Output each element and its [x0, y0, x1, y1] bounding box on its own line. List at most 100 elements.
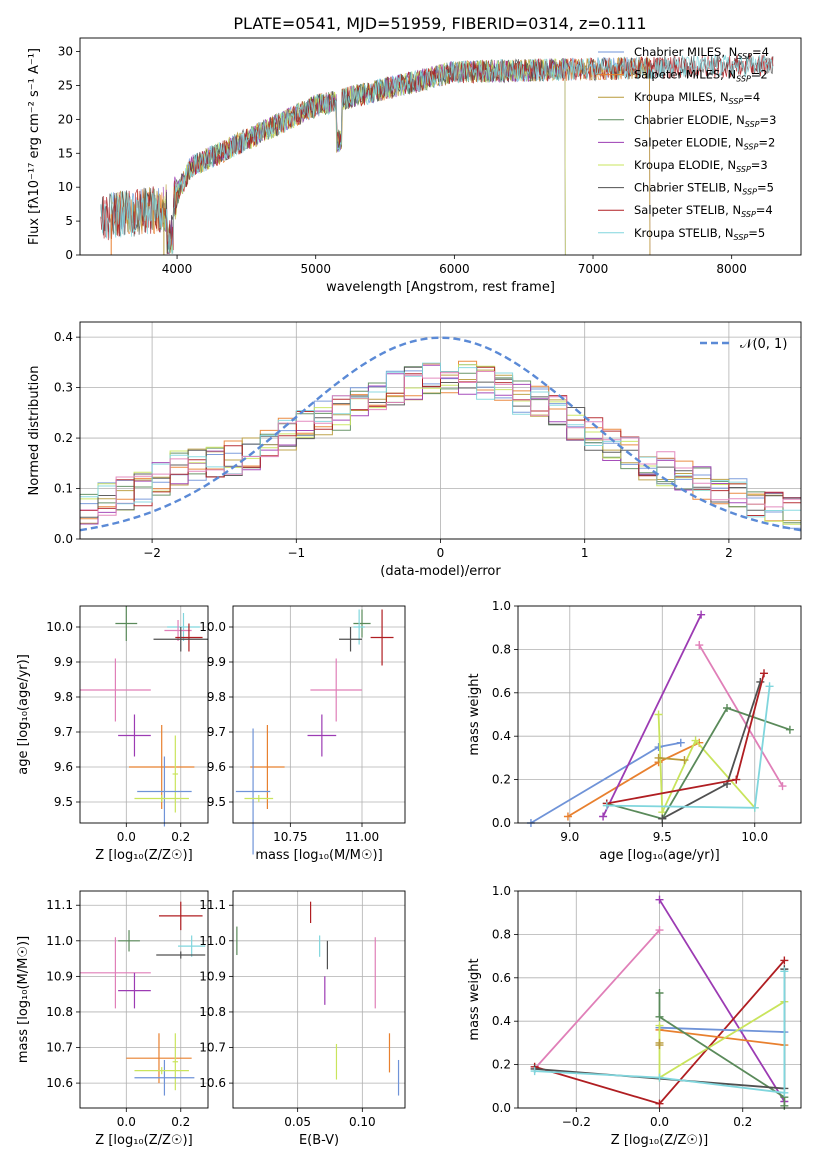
y-tick-label: 9.5	[207, 795, 226, 809]
weight-series-line	[698, 644, 784, 787]
weight-series-line	[658, 993, 786, 1106]
y-tick-label: 9.7	[54, 725, 73, 739]
errorbar-point	[172, 1033, 179, 1091]
axes-mass-vs-Z: 0.0 0.2 10.6 10.7 10.8 10.9 11.0 11.1 Z [log₁₀(Z…	[16, 890, 209, 1148]
y-tick-label: 0.2	[54, 431, 73, 445]
y-tick-label: 0.2	[492, 773, 511, 787]
x-tick-label: −0.2	[562, 1115, 591, 1129]
x-tick-label: 0.2	[171, 830, 190, 844]
weight-marker	[530, 1067, 539, 1076]
y-tick-label: 10.0	[46, 620, 73, 634]
x-tick-label: −1	[287, 546, 305, 560]
y-axis-label: Flux [fλ10⁻¹⁷ erg cm⁻² s⁻¹ A⁻¹]	[27, 48, 42, 245]
y-tick-label: 15	[58, 146, 73, 160]
errorbar-point	[178, 935, 206, 957]
axes-residuals: −2 −1 0 1 2 0.0 0.1 0.2 0.3 0.4 (data-model)/error…	[27, 321, 802, 579]
weight-marker	[602, 801, 611, 810]
y-tick-label: 9.6	[207, 760, 226, 774]
weight-marker	[655, 1041, 664, 1050]
weight-series-line	[533, 929, 661, 1070]
errorbar-point	[250, 725, 285, 809]
grid-mass-vs-Z	[80, 891, 208, 1108]
y-axis-label: mass [log₁₀(M/M☉)]	[16, 936, 31, 1063]
y-axis-label: mass weight	[467, 673, 482, 755]
errorbar-point	[126, 1033, 192, 1084]
x-tick-label: 0.2	[733, 1115, 752, 1129]
errorbar-point	[353, 609, 371, 638]
x-tick-label: 9.5	[653, 830, 672, 844]
weight-marker	[750, 803, 759, 812]
errorbar-point	[118, 714, 151, 757]
plot-area-mass-vs-ebv	[236, 901, 400, 1096]
x-axis-label: Z [log₁₀(Z/Z☉)]	[95, 1133, 192, 1148]
x-axis-label: mass [log₁₀(M/M☉)]	[255, 848, 382, 863]
legend-entry: Kroupa MILES, NSSP=4	[634, 90, 760, 106]
errorbar-point	[118, 930, 140, 952]
y-tick-label: 10.6	[46, 1076, 73, 1090]
y-tick-label: 0.0	[492, 816, 511, 830]
plot-area-spectrum	[100, 53, 774, 255]
legend-entry: Salpeter ELODIE, NSSP=2	[634, 135, 775, 151]
axes-age-vs-Z: 0.0 0.2 9.5 9.6 9.7 9.8 9.9 10.0 Z [log₁₀(Z/Z☉)]…	[16, 605, 209, 863]
legend-entry: Kroupa ELODIE, NSSP=3	[634, 158, 768, 174]
frame-age-vs-mass	[232, 605, 406, 824]
x-tick-label: 8000	[716, 262, 747, 276]
frame-spectrum	[79, 37, 802, 256]
x-axis-label: Z [log₁₀(Z/Z☉)]	[95, 848, 192, 863]
x-tick-label: −2	[143, 546, 161, 560]
errorbar-point	[80, 658, 151, 722]
histogram-series	[79, 371, 801, 539]
weight-marker	[658, 814, 667, 823]
weight-marker	[691, 736, 700, 745]
weight-marker	[778, 782, 787, 791]
y-tick-label: 9.9	[207, 655, 226, 669]
x-tick-label: 7000	[578, 262, 609, 276]
weight-series-line	[606, 706, 791, 820]
frame-weight-vs-age	[517, 605, 802, 824]
y-tick-label: 11.0	[199, 934, 226, 948]
x-tick-label: 0.10	[349, 1115, 376, 1129]
weight-marker	[780, 967, 789, 976]
figure-title: PLATE=0541, MJD=51959, FIBERID=0314, z=0…	[233, 14, 646, 33]
frame-weight-vs-Z	[517, 890, 802, 1109]
errorbar-point	[137, 756, 192, 827]
weight-marker	[676, 738, 685, 747]
errorbar-point	[80, 937, 151, 1009]
y-tick-label: 11.1	[199, 898, 226, 912]
weight-marker	[680, 756, 689, 765]
legend-spectrum: Chabrier MILES, NSSP=4 Salpeter MILES, NS…	[598, 45, 776, 242]
y-tick-label: 11.0	[46, 934, 73, 948]
errorbar-point	[370, 609, 394, 666]
y-tick-label: 10.9	[199, 969, 226, 983]
spectrum-series-line	[110, 56, 651, 255]
weight-series-line	[534, 971, 786, 1094]
y-tick-label: 9.5	[54, 795, 73, 809]
errorbar-point	[307, 714, 337, 757]
y-tick-label: 11.1	[46, 898, 73, 912]
y-tick-label: 0.2	[492, 1058, 511, 1072]
weight-series-line	[658, 757, 685, 761]
y-tick-label: 9.7	[207, 725, 226, 739]
weight-marker	[732, 775, 741, 784]
x-tick-label: 0.2	[171, 1115, 190, 1129]
weight-marker	[697, 610, 706, 619]
legend-entry: Chabrier MILES, NSSP=4	[634, 45, 769, 61]
errorbar-point	[235, 728, 271, 855]
weight-series-line	[659, 1029, 785, 1046]
weight-marker	[765, 682, 774, 691]
grid-mass-vs-ebv	[233, 891, 405, 1108]
x-tick-label: 11.00	[345, 830, 379, 844]
y-tick-label: 10.8	[46, 1005, 73, 1019]
y-tick-label: 10.0	[199, 620, 226, 634]
errorbar-point	[244, 795, 274, 802]
errorbar-point	[158, 901, 203, 931]
y-axis-label: Normed distribution	[27, 366, 42, 496]
y-tick-label: 0.0	[492, 1101, 511, 1115]
y-tick-label: 9.8	[54, 690, 73, 704]
y-tick-label: 25	[58, 78, 73, 92]
errorbar-point	[172, 735, 179, 813]
y-tick-label: 0	[65, 248, 73, 262]
weight-marker	[654, 743, 663, 752]
errorbar-point	[175, 623, 203, 652]
